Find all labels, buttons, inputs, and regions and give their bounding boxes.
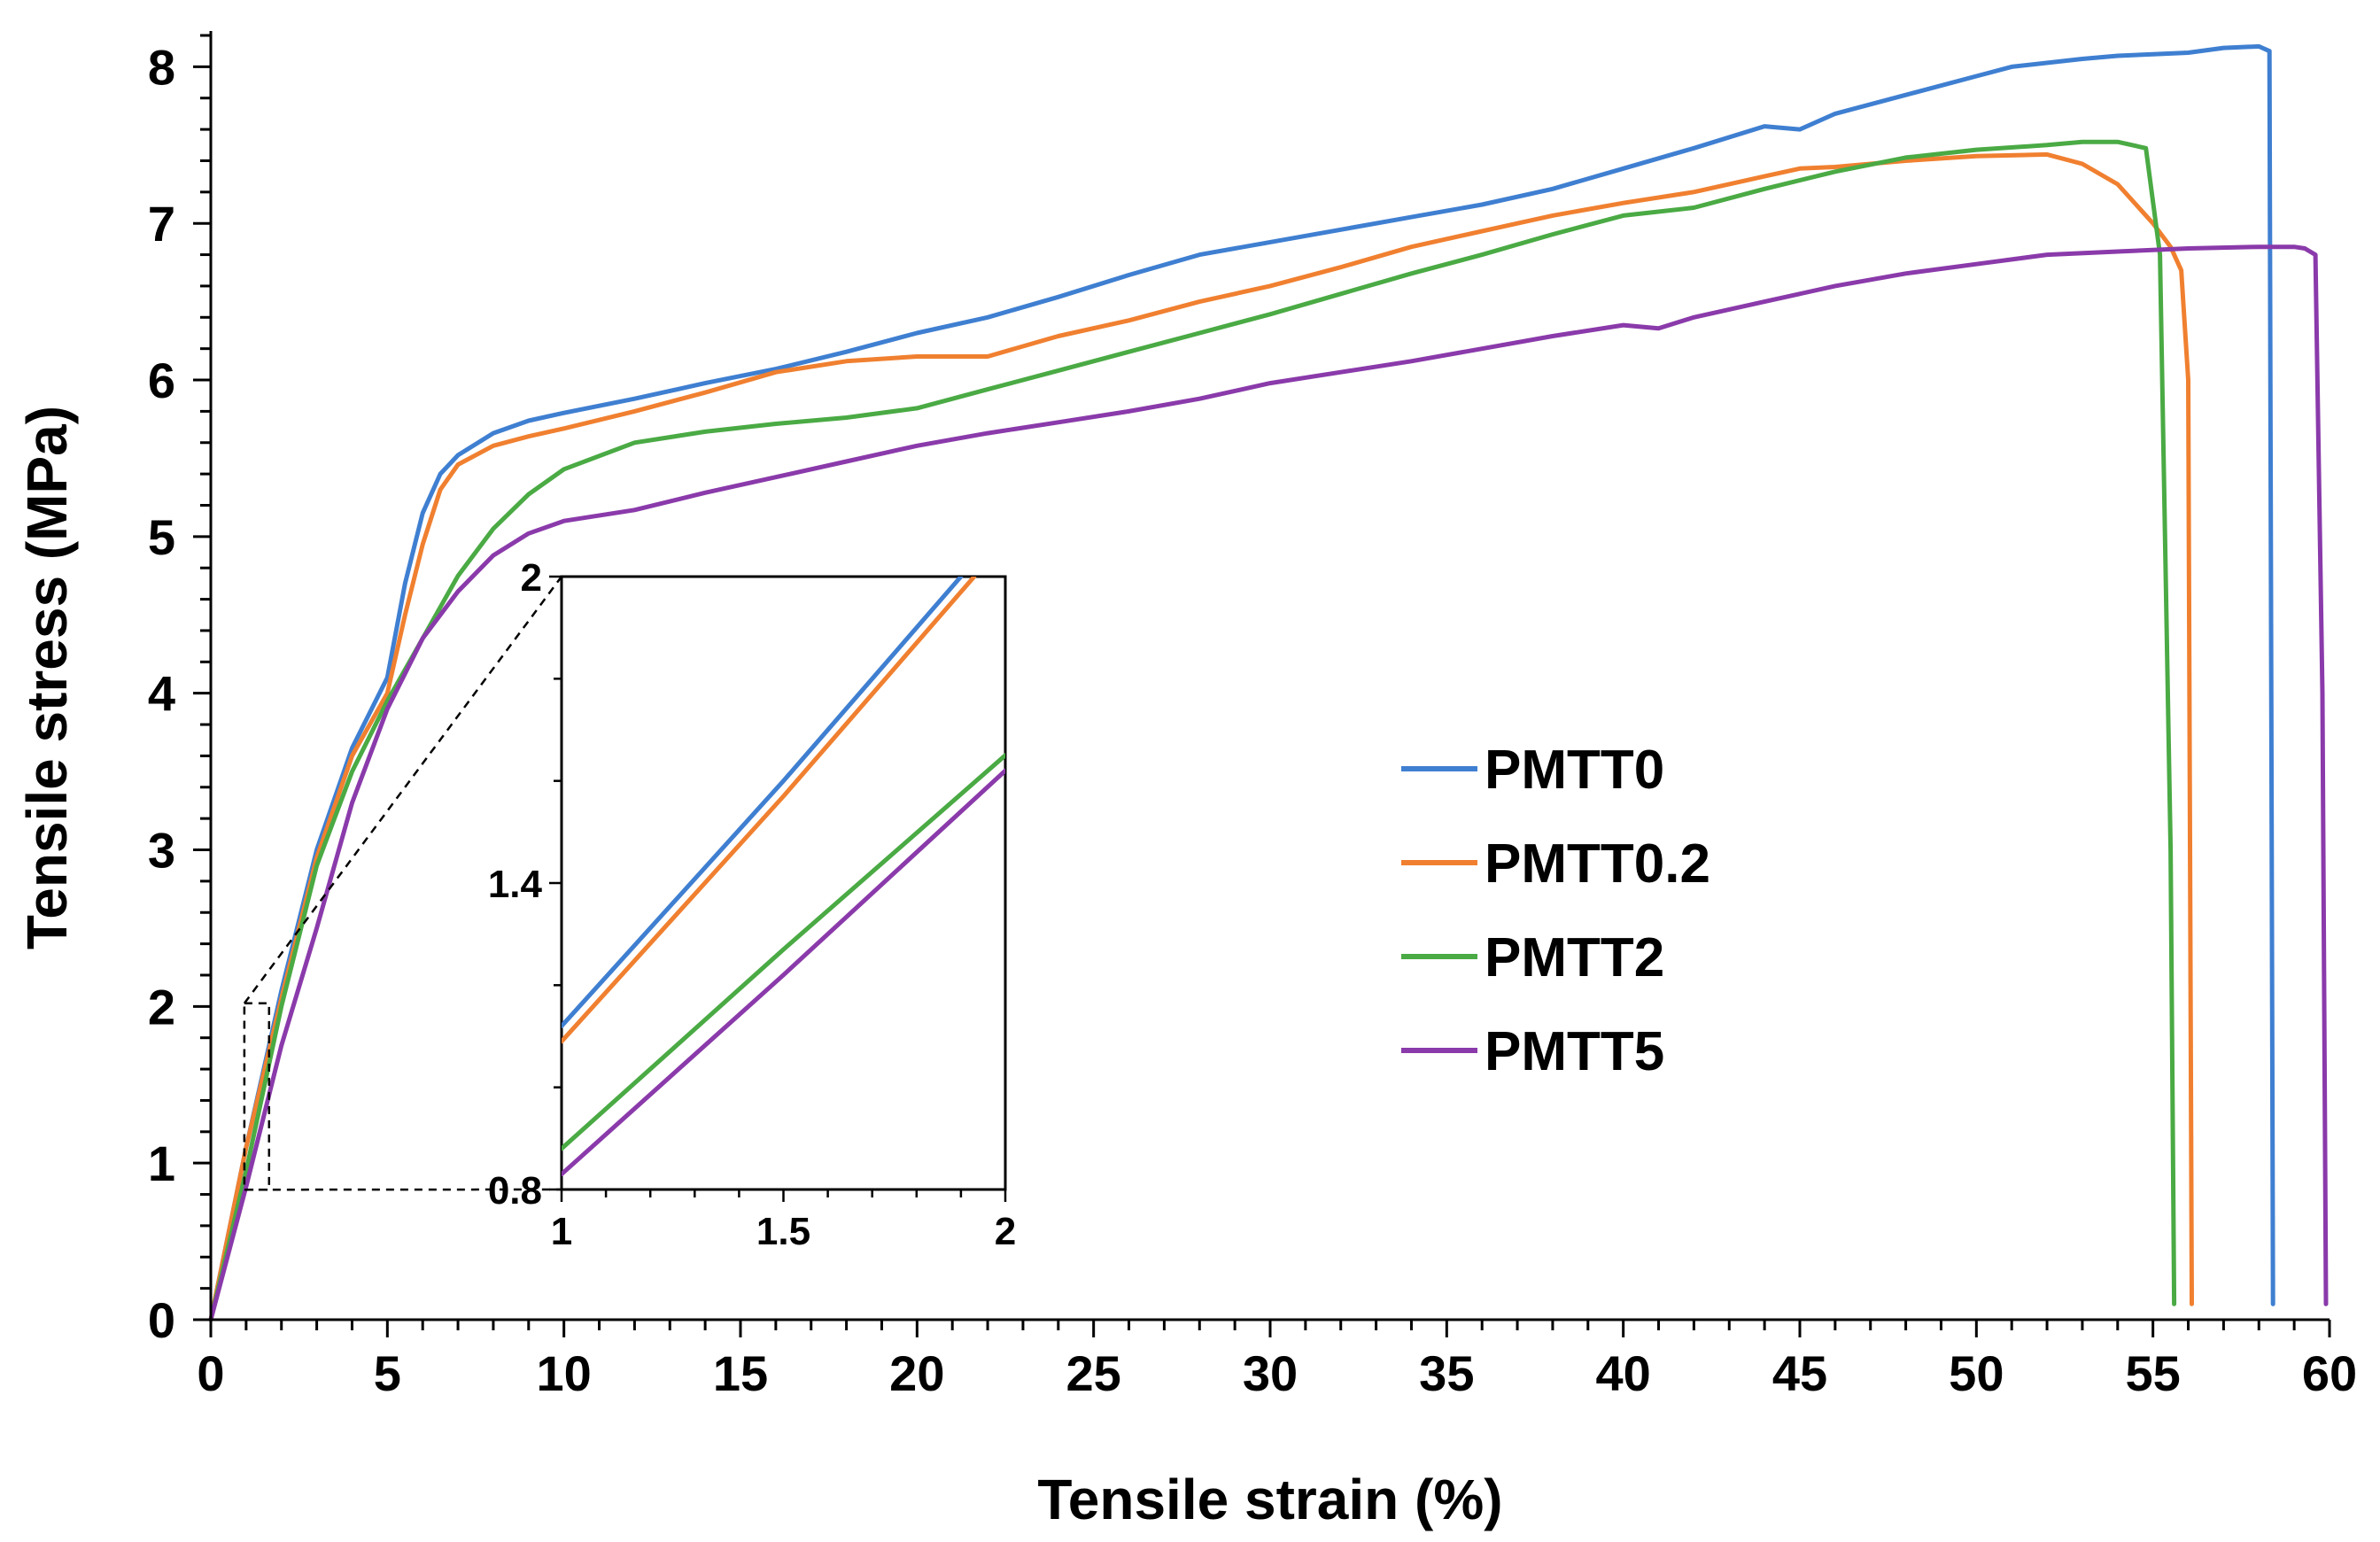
zoom-source-box: [243, 1002, 271, 1191]
y-tick-label: 0: [148, 1292, 175, 1348]
x-tick-label: 55: [2126, 1345, 2181, 1401]
legend-label: PMTT2: [1485, 927, 1664, 988]
y-tick-label: 8: [148, 39, 175, 95]
legend-label: PMTT0: [1485, 740, 1664, 801]
x-tick-label: 40: [1596, 1345, 1651, 1401]
y-tick-label: 4: [148, 666, 175, 722]
y-tick-label: 1: [148, 1135, 175, 1191]
series-line-pmtt5: [208, 244, 2329, 1322]
y-tick-label: 5: [148, 509, 175, 565]
y-tick-label: 7: [148, 196, 175, 252]
inset-y-tick-label: 0.8: [488, 1169, 542, 1213]
y-tick-label: 2: [148, 979, 175, 1034]
main-series-group: [208, 43, 2329, 1322]
x-tick-label: 20: [889, 1345, 944, 1401]
inset-chart: 1 1.5 2 0.8 1.4 2: [488, 556, 1016, 1253]
inset-line-pmtt5: [562, 768, 1005, 1177]
inset-line-pmtt0-2: [562, 577, 977, 1044]
y-axis-title: Tensile stress (MPa): [15, 406, 79, 949]
x-tick-label: 0: [197, 1345, 224, 1401]
series-line-pmtt2: [208, 139, 2177, 1322]
legend-label: PMTT0.2: [1485, 833, 1710, 895]
y-tick-label: 3: [148, 823, 175, 879]
inset-y-tick-label: 2: [521, 556, 542, 600]
inset-x-tick-label: 2: [995, 1210, 1016, 1253]
series-line-pmtt0-2: [208, 151, 2194, 1322]
x-tick-label: 45: [1772, 1345, 1827, 1401]
x-tick-label: 60: [2302, 1345, 2357, 1401]
inset-x-tick-label: 1: [551, 1210, 572, 1253]
y-tick-label: 6: [148, 353, 175, 408]
series-line-pmtt0: [208, 43, 2275, 1322]
x-axis-title: Tensile strain (%): [1037, 1468, 1502, 1531]
zoom-connector-top: [243, 576, 563, 1004]
x-tick-label: 10: [537, 1345, 592, 1401]
x-tick-label: 50: [1949, 1345, 2004, 1401]
x-tick-label: 30: [1243, 1345, 1298, 1401]
zoom-guides: [243, 576, 563, 1191]
inset-line-pmtt2: [562, 753, 1005, 1151]
legend-label: PMTT5: [1485, 1021, 1664, 1082]
inset-line-pmtt0: [562, 577, 964, 1028]
inset-x-tick-label: 1.5: [756, 1210, 810, 1253]
legend: PMTT0 PMTT0.2 PMTT2 PMTT5: [1401, 740, 1710, 1082]
x-tick-label: 15: [713, 1345, 768, 1401]
x-tick-label: 5: [374, 1345, 401, 1401]
x-tick-label: 35: [1419, 1345, 1474, 1401]
x-tick-label: 25: [1066, 1345, 1121, 1401]
inset-series-group: [562, 577, 1005, 1177]
inset-frame: [560, 575, 1007, 1191]
inset-y-tick-label: 1.4: [488, 863, 543, 906]
